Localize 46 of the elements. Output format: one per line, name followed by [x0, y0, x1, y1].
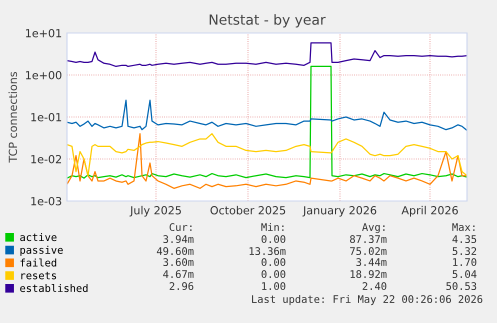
line-series: [67, 133, 467, 189]
legend-label: active: [20, 233, 57, 242]
line-series: [67, 66, 467, 179]
text: 3.94m: [163, 235, 194, 244]
legend-label: passive: [20, 246, 63, 256]
y-tick-label: 1e-02: [31, 154, 62, 164]
text: 2.40: [362, 282, 386, 290]
x-tick-label: April 2026: [401, 206, 458, 217]
x-tick-label: July 2025: [130, 206, 181, 217]
text: 0.00: [262, 258, 286, 266]
text: 1.00: [262, 282, 286, 290]
text: Last update: Fri May 22 00:26:06 2026: [252, 294, 482, 306]
legend-label: failed: [20, 258, 56, 267]
legend-label: established: [20, 284, 88, 292]
text: Cur:: [170, 223, 192, 232]
text: 3.44m: [356, 258, 387, 266]
text: 2.96: [170, 282, 194, 290]
text: 49.60m: [156, 247, 194, 256]
legend-label: resets: [21, 272, 56, 280]
text: 18.92m: [350, 270, 387, 278]
x-tick-label: January 2026: [302, 206, 376, 217]
text: 50.53: [446, 282, 476, 290]
text: Max:: [452, 223, 474, 232]
text: 5.04: [452, 270, 477, 278]
text: Min:: [261, 222, 284, 231]
text: 3.60m: [163, 258, 194, 266]
text: 5.32: [452, 247, 476, 256]
text: 4.35: [452, 235, 476, 244]
text: Avg:: [362, 223, 384, 234]
y-tick-label: 1e+01: [26, 28, 62, 38]
y-tick-label: 1e+00: [26, 70, 62, 80]
text: 0.00: [262, 235, 286, 244]
text: 75.02m: [350, 247, 387, 256]
chart-title: Netstat - by year: [210, 14, 326, 28]
y-tick-label: 1e-03: [31, 196, 62, 206]
y-tick-label: 1e-01: [31, 112, 62, 122]
line-series: [67, 133, 467, 176]
text: 1.70: [453, 258, 476, 266]
text: 87.37m: [350, 235, 387, 244]
line-series: [67, 100, 467, 132]
text: 4.67m: [163, 270, 194, 278]
text: 0.00: [262, 270, 286, 278]
x-tick-label: October 2025: [210, 206, 286, 214]
text: 13.36m: [250, 247, 286, 256]
line-series: [67, 42, 467, 68]
y-axis-title: TCP connections: [8, 72, 18, 163]
